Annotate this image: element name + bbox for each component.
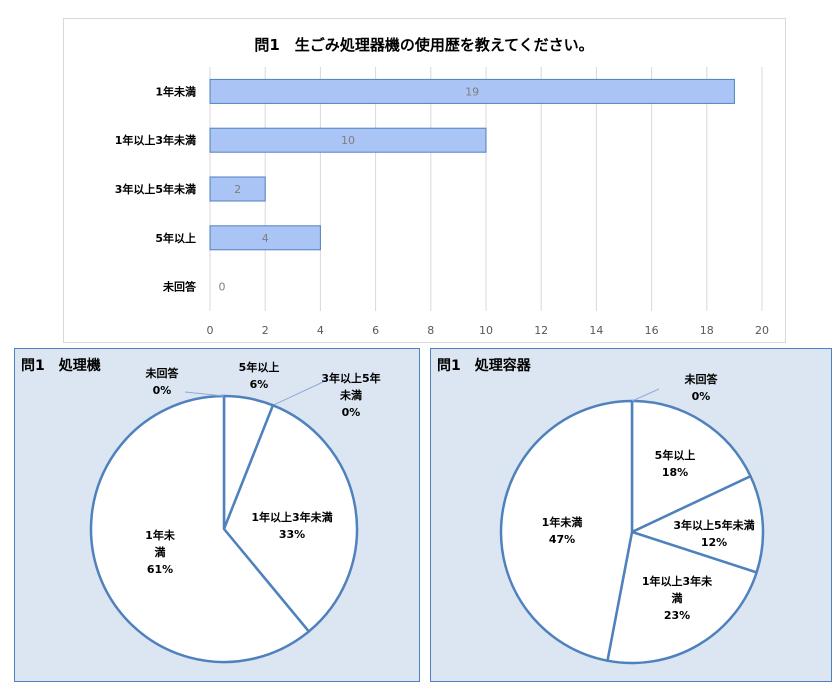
pie-chart-title: 問1 処理機: [21, 358, 101, 374]
leader-line: [631, 388, 660, 402]
slice-label: 未回答 0%: [145, 366, 180, 397]
x-tick-label: 10: [479, 324, 493, 337]
bar-chart-panel: 問1 生ごみ処理器機の使用歴を教えてください。 0 2 4 6 8 10 12 14 16 18 20…: [63, 18, 786, 343]
leader-line: [184, 391, 225, 397]
category-label: 1年以上3年未満: [115, 133, 196, 147]
chart-title: 問1 生ごみ処理器機の使用歴を教えてください。: [254, 36, 593, 54]
slice-label-line: 61%: [147, 563, 173, 576]
slice-label-line: 満: [672, 591, 683, 605]
slice-label: 1年以上3年未満 33%: [251, 510, 332, 541]
bar: [209, 176, 266, 202]
data-label: 2: [234, 183, 241, 196]
slice-label: 1年未満 61%: [145, 528, 176, 576]
slice-label-line: 0%: [692, 390, 711, 403]
slice-label-line: 未回答: [145, 366, 180, 380]
slice-label: 1年以上3年未満 23%: [642, 574, 713, 622]
x-tick-label: 14: [589, 324, 603, 337]
bar: [209, 225, 321, 251]
slice-label-line: 23%: [664, 609, 690, 622]
slice-label: 5年以上 18%: [655, 448, 696, 479]
x-tick-label: 16: [645, 324, 659, 337]
slice-label-line: 3年以上5年未満: [673, 518, 754, 532]
x-tick-label: 4: [317, 324, 324, 337]
slice-label: 未回答 0%: [684, 372, 719, 403]
category-label: 5年以上: [155, 231, 196, 245]
bar-chart: 問1 生ごみ処理器機の使用歴を教えてください。0 2 4 6 8 10 12 14 16 18 20…: [115, 36, 769, 337]
slice-label-line: 5年以上: [655, 448, 696, 462]
slice-label: 3年以上5年未満 0%: [321, 371, 380, 419]
slice-label-line: 0%: [342, 406, 361, 419]
x-tick-label: 8: [427, 324, 434, 337]
category-label: 3年以上5年未満: [115, 182, 196, 196]
bar: [209, 78, 735, 104]
x-tick-label: 12: [534, 324, 548, 337]
pie-slice: [89, 394, 311, 664]
slice-label-line: 47%: [549, 533, 575, 546]
slice-label: 3年以上5年未満 12%: [673, 518, 754, 549]
x-tick-label: 0: [207, 324, 214, 337]
data-label: 10: [341, 134, 355, 147]
pie-chart-title: 問1 処理容器: [437, 358, 531, 374]
pie-slice: [222, 404, 359, 633]
pie-slice: [606, 530, 758, 665]
slice-label: 1年未満 47%: [542, 515, 583, 546]
slice-label-line: 5年以上: [239, 360, 280, 374]
pie-chart-processor-panel: 問1 処理機 5年以上 6% 3年以上5年未満 0% 1年以上3年未満 33% 1年未満 61…: [14, 348, 420, 682]
slice-label-line: 未回答: [684, 372, 719, 386]
data-label: 19: [465, 85, 479, 98]
slice-label: 5年以上 6%: [239, 360, 280, 391]
slice-label-line: 33%: [279, 528, 305, 541]
slice-label-line: 1年以上3年未: [642, 574, 713, 588]
slice-label-line: 1年未: [145, 528, 176, 542]
slice-label-line: 満: [155, 545, 166, 559]
category-label: 未回答: [162, 280, 197, 294]
pie-slice: [630, 399, 752, 534]
pie-chart-container: 5年以上 18% 3年以上5年未満 12% 1年以上3年未満 23% 1年未満 47% 未回答 0…: [499, 372, 765, 665]
slice-label-line: 6%: [250, 378, 269, 391]
pie-slice: [499, 399, 634, 662]
slice-label-line: 1年以上3年未満: [251, 510, 332, 524]
data-label: 0: [219, 281, 226, 294]
x-tick-label: 20: [755, 324, 769, 337]
pie-chart-container-panel: 問1 処理容器 5年以上 18% 3年以上5年未満 12% 1年以上3年未満 23% 1年未…: [430, 348, 832, 682]
slice-label-line: 未満: [339, 388, 362, 402]
x-tick-label: 2: [262, 324, 269, 337]
pie-chart-processor: 5年以上 6% 3年以上5年未満 0% 1年以上3年未満 33% 1年未満 61% 未回答 0%: [89, 360, 381, 664]
x-tick-label: 6: [372, 324, 379, 337]
x-tick-label: 18: [700, 324, 714, 337]
data-label: 4: [262, 232, 269, 245]
pie-slice: [630, 474, 765, 574]
category-label: 1年未満: [155, 84, 196, 98]
slice-label-line: 1年未満: [542, 515, 583, 529]
slice-label-line: 0%: [153, 384, 172, 397]
slice-label-line: 12%: [701, 536, 727, 549]
bar: [209, 127, 487, 153]
leader-line: [272, 381, 324, 406]
slice-label-line: 3年以上5年: [321, 371, 380, 385]
slice-label-line: 18%: [662, 466, 688, 479]
